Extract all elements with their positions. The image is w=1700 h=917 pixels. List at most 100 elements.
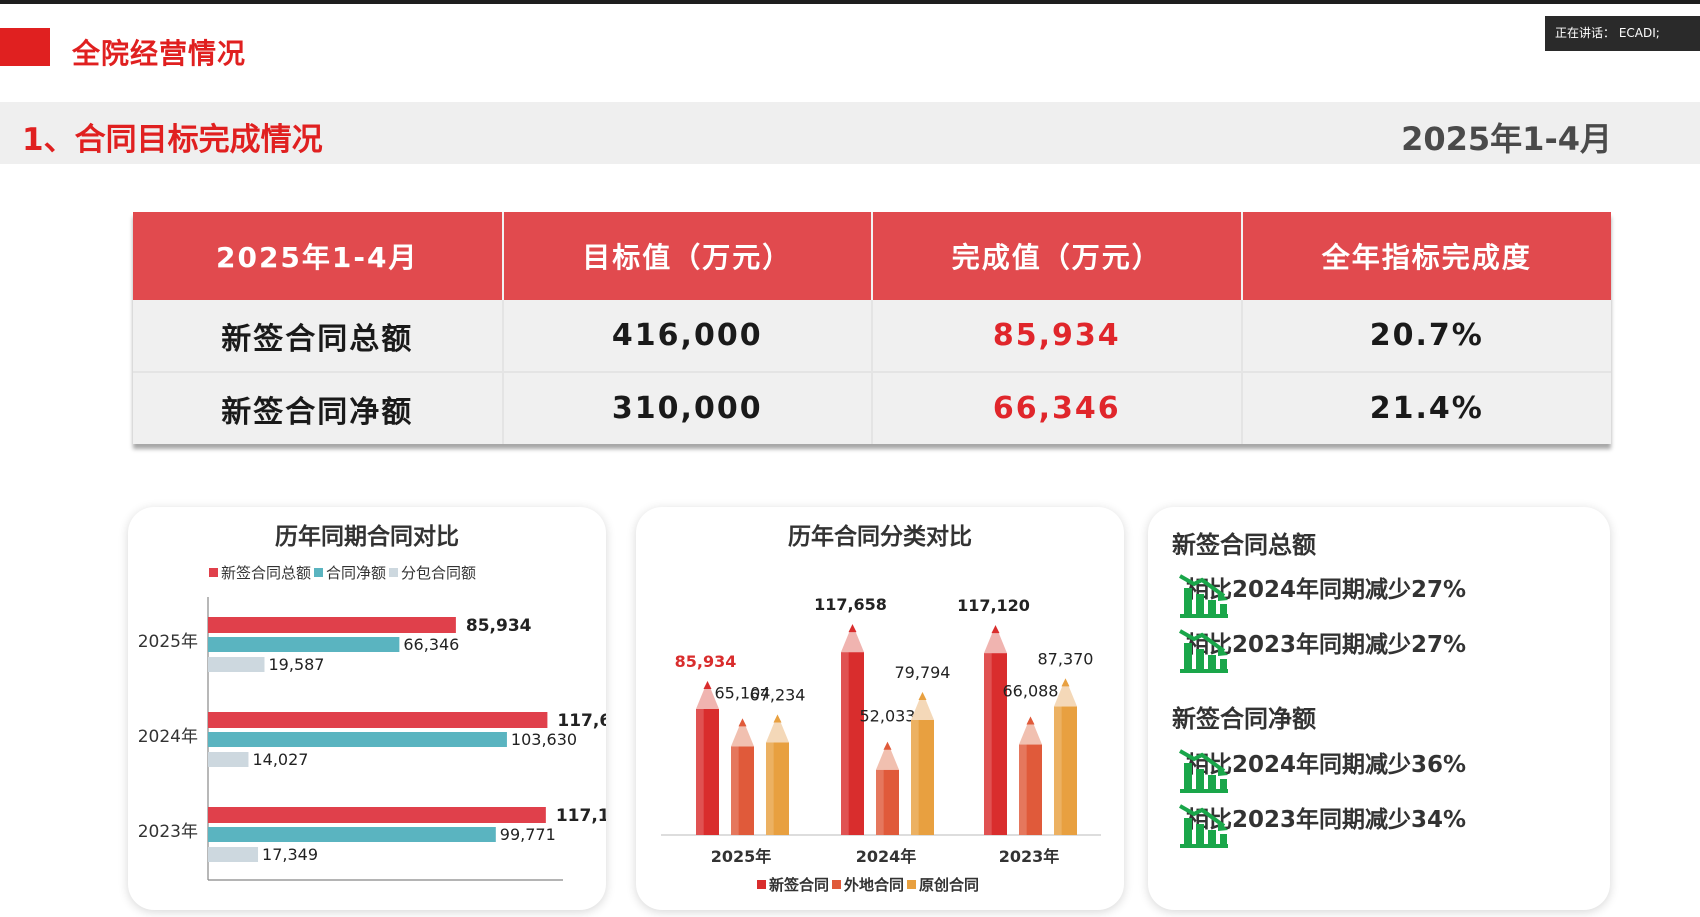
icon-bar xyxy=(1208,830,1216,844)
bar-net xyxy=(208,637,400,652)
icon-baseline xyxy=(1180,614,1228,618)
kpi-target-value: 310,000 xyxy=(502,372,873,444)
legend-label-orig: 原创合同 xyxy=(919,876,980,894)
pencil-bar-new-tip xyxy=(841,624,864,653)
bar-net xyxy=(208,732,507,747)
pencil-bar-new-lead xyxy=(703,680,712,689)
pencil-bar-new xyxy=(696,680,719,835)
trend-text: 相比2024年同期减少27% xyxy=(1186,577,1467,603)
bar-total-label: 117,658 xyxy=(557,711,606,731)
pencil-bar-out-tip xyxy=(1019,716,1042,745)
legend-label-new: 新签合同 xyxy=(769,876,830,894)
pencil-bar-orig xyxy=(766,714,789,835)
legend-swatch-net xyxy=(314,568,324,577)
kpi-header-target: 目标值（万元） xyxy=(502,212,873,300)
pencil-bar-out-body xyxy=(1019,744,1042,835)
trend-heading-net: 新签合同净额 xyxy=(1172,705,1316,733)
bar-sub xyxy=(208,657,265,672)
pencil-bar-out xyxy=(876,741,899,835)
pencil-bar-orig-highlight xyxy=(766,742,774,835)
trend-text: 相比2023年同期减少27% xyxy=(1186,632,1467,658)
bar-net-label: 103,630 xyxy=(511,730,577,749)
category-label: 2025年 xyxy=(711,847,772,866)
icon-bar xyxy=(1196,649,1204,669)
trend-heading-total: 新签合同总额 xyxy=(1172,531,1316,559)
pencil-bar-orig-label: 79,794 xyxy=(895,663,951,682)
kpi-row: 新签合同总额 416,000 85,934 20.7% xyxy=(133,300,1611,373)
icon-trend-line xyxy=(1179,749,1226,773)
pencil-bar-orig-lead xyxy=(773,714,782,723)
icon-arrowhead xyxy=(1218,645,1228,656)
trend-text: 相比2024年同期减少36% xyxy=(1186,752,1467,778)
pencil-bar-orig xyxy=(1054,678,1077,835)
bar-sub-label: 14,027 xyxy=(252,750,308,769)
kpi-actual-value: 85,934 xyxy=(872,300,1243,373)
icon-arrowhead xyxy=(1218,820,1228,831)
section-title: 1、合同目标完成情况 xyxy=(22,122,323,158)
icon-bar xyxy=(1208,775,1216,789)
legend-swatch-out xyxy=(832,880,842,889)
pencil-bar-new-lead xyxy=(848,624,857,633)
declining-bar-chart-icon-graphic xyxy=(1179,749,1228,793)
icon-arrowhead xyxy=(1218,765,1228,776)
bar-sub-label: 17,349 xyxy=(262,845,318,864)
pencil-bar-orig xyxy=(911,691,934,835)
pencil-bar-new-label: 117,658 xyxy=(814,595,887,614)
pencil-bar-out-lead xyxy=(883,741,892,750)
legend-label-net: 合同净额 xyxy=(326,564,387,582)
pencil-bar-new-highlight xyxy=(841,652,849,835)
category-label: 2023年 xyxy=(138,822,198,842)
bar-total xyxy=(208,712,548,728)
category-label: 2024年 xyxy=(856,847,917,866)
trend-text: 相比2023年同期减少34% xyxy=(1186,807,1467,833)
yearly-comparison-chart: 2025年 85,934 66,346 19,587 2024年 117,658103,6… xyxy=(138,597,606,881)
icon-baseline xyxy=(1180,669,1228,673)
pencil-bar-orig-lead xyxy=(1061,678,1070,687)
pencil-bar-orig-body xyxy=(766,742,789,835)
legend-label-total: 新签合同总额 xyxy=(221,564,312,582)
kpi-header-completion: 全年指标完成度 xyxy=(1241,212,1611,300)
category-comparison-title: 历年合同分类对比 xyxy=(788,524,972,550)
trend-item: 相比2023年同期减少34% xyxy=(1178,800,1467,848)
pencil-bar-new-body xyxy=(841,652,864,835)
icon-trend-line xyxy=(1179,804,1226,828)
declining-bar-chart-icon-graphic xyxy=(1179,574,1228,618)
icon-baseline xyxy=(1180,844,1228,848)
legend-swatch-orig xyxy=(907,880,917,889)
icon-bar xyxy=(1208,655,1216,669)
pencil-bar-orig-tip xyxy=(766,714,789,743)
icon-bar xyxy=(1184,818,1192,844)
icon-bar xyxy=(1220,659,1227,669)
icon-bar xyxy=(1208,600,1216,614)
pencil-bar-out-label: 65,104 xyxy=(715,683,771,702)
legend-swatch-sub xyxy=(389,568,399,577)
pencil-bar-orig-tip xyxy=(1054,678,1077,707)
pencil-bar-orig-body xyxy=(1054,706,1077,835)
slide: 全院经营情况 正在讲话： ECADI; 1、合同目标完成情况 2025年1-4月… xyxy=(0,4,1700,917)
kpi-completion-value: 20.7% xyxy=(1241,300,1611,373)
pencil-bar-out-label: 52,033 xyxy=(860,707,916,726)
pencil-bar-orig-highlight xyxy=(911,719,919,835)
pencil-bar-out-tip xyxy=(876,741,899,770)
pencil-bar-out-highlight xyxy=(876,769,884,835)
pencil-bar-out-label: 66,088 xyxy=(1003,682,1059,701)
pencil-bar-new-label: 117,120 xyxy=(957,596,1030,615)
icon-arrowhead xyxy=(1218,590,1228,601)
pencil-bar-orig-label: 67,234 xyxy=(750,685,806,704)
pencil-bar-new-highlight xyxy=(984,653,992,835)
legend-swatch-new xyxy=(757,880,766,889)
category-label: 2024年 xyxy=(138,727,198,747)
section-period: 2025年1-4月 xyxy=(1401,120,1612,158)
kpi-table: 2025年1-4月 目标值（万元） 完成值（万元） 全年指标完成度 新签合同总额… xyxy=(133,212,1611,444)
pencil-bar-out-lead xyxy=(738,718,747,727)
legend-label-sub: 分包合同额 xyxy=(401,564,477,582)
pencil-bar-out-body xyxy=(876,769,899,835)
icon-baseline xyxy=(1180,789,1228,793)
icon-bar xyxy=(1184,643,1192,669)
legend-label-out: 外地合同 xyxy=(844,876,905,894)
trend-item: 相比2023年同期减少27% xyxy=(1178,625,1467,673)
kpi-row-label: 新签合同净额 xyxy=(133,372,504,444)
kpi-header-period: 2025年1-4月 xyxy=(133,212,504,300)
kpi-header-row: 2025年1-4月 目标值（万元） 完成值（万元） 全年指标完成度 xyxy=(133,212,1611,300)
pencil-bar-out-highlight xyxy=(731,746,739,835)
